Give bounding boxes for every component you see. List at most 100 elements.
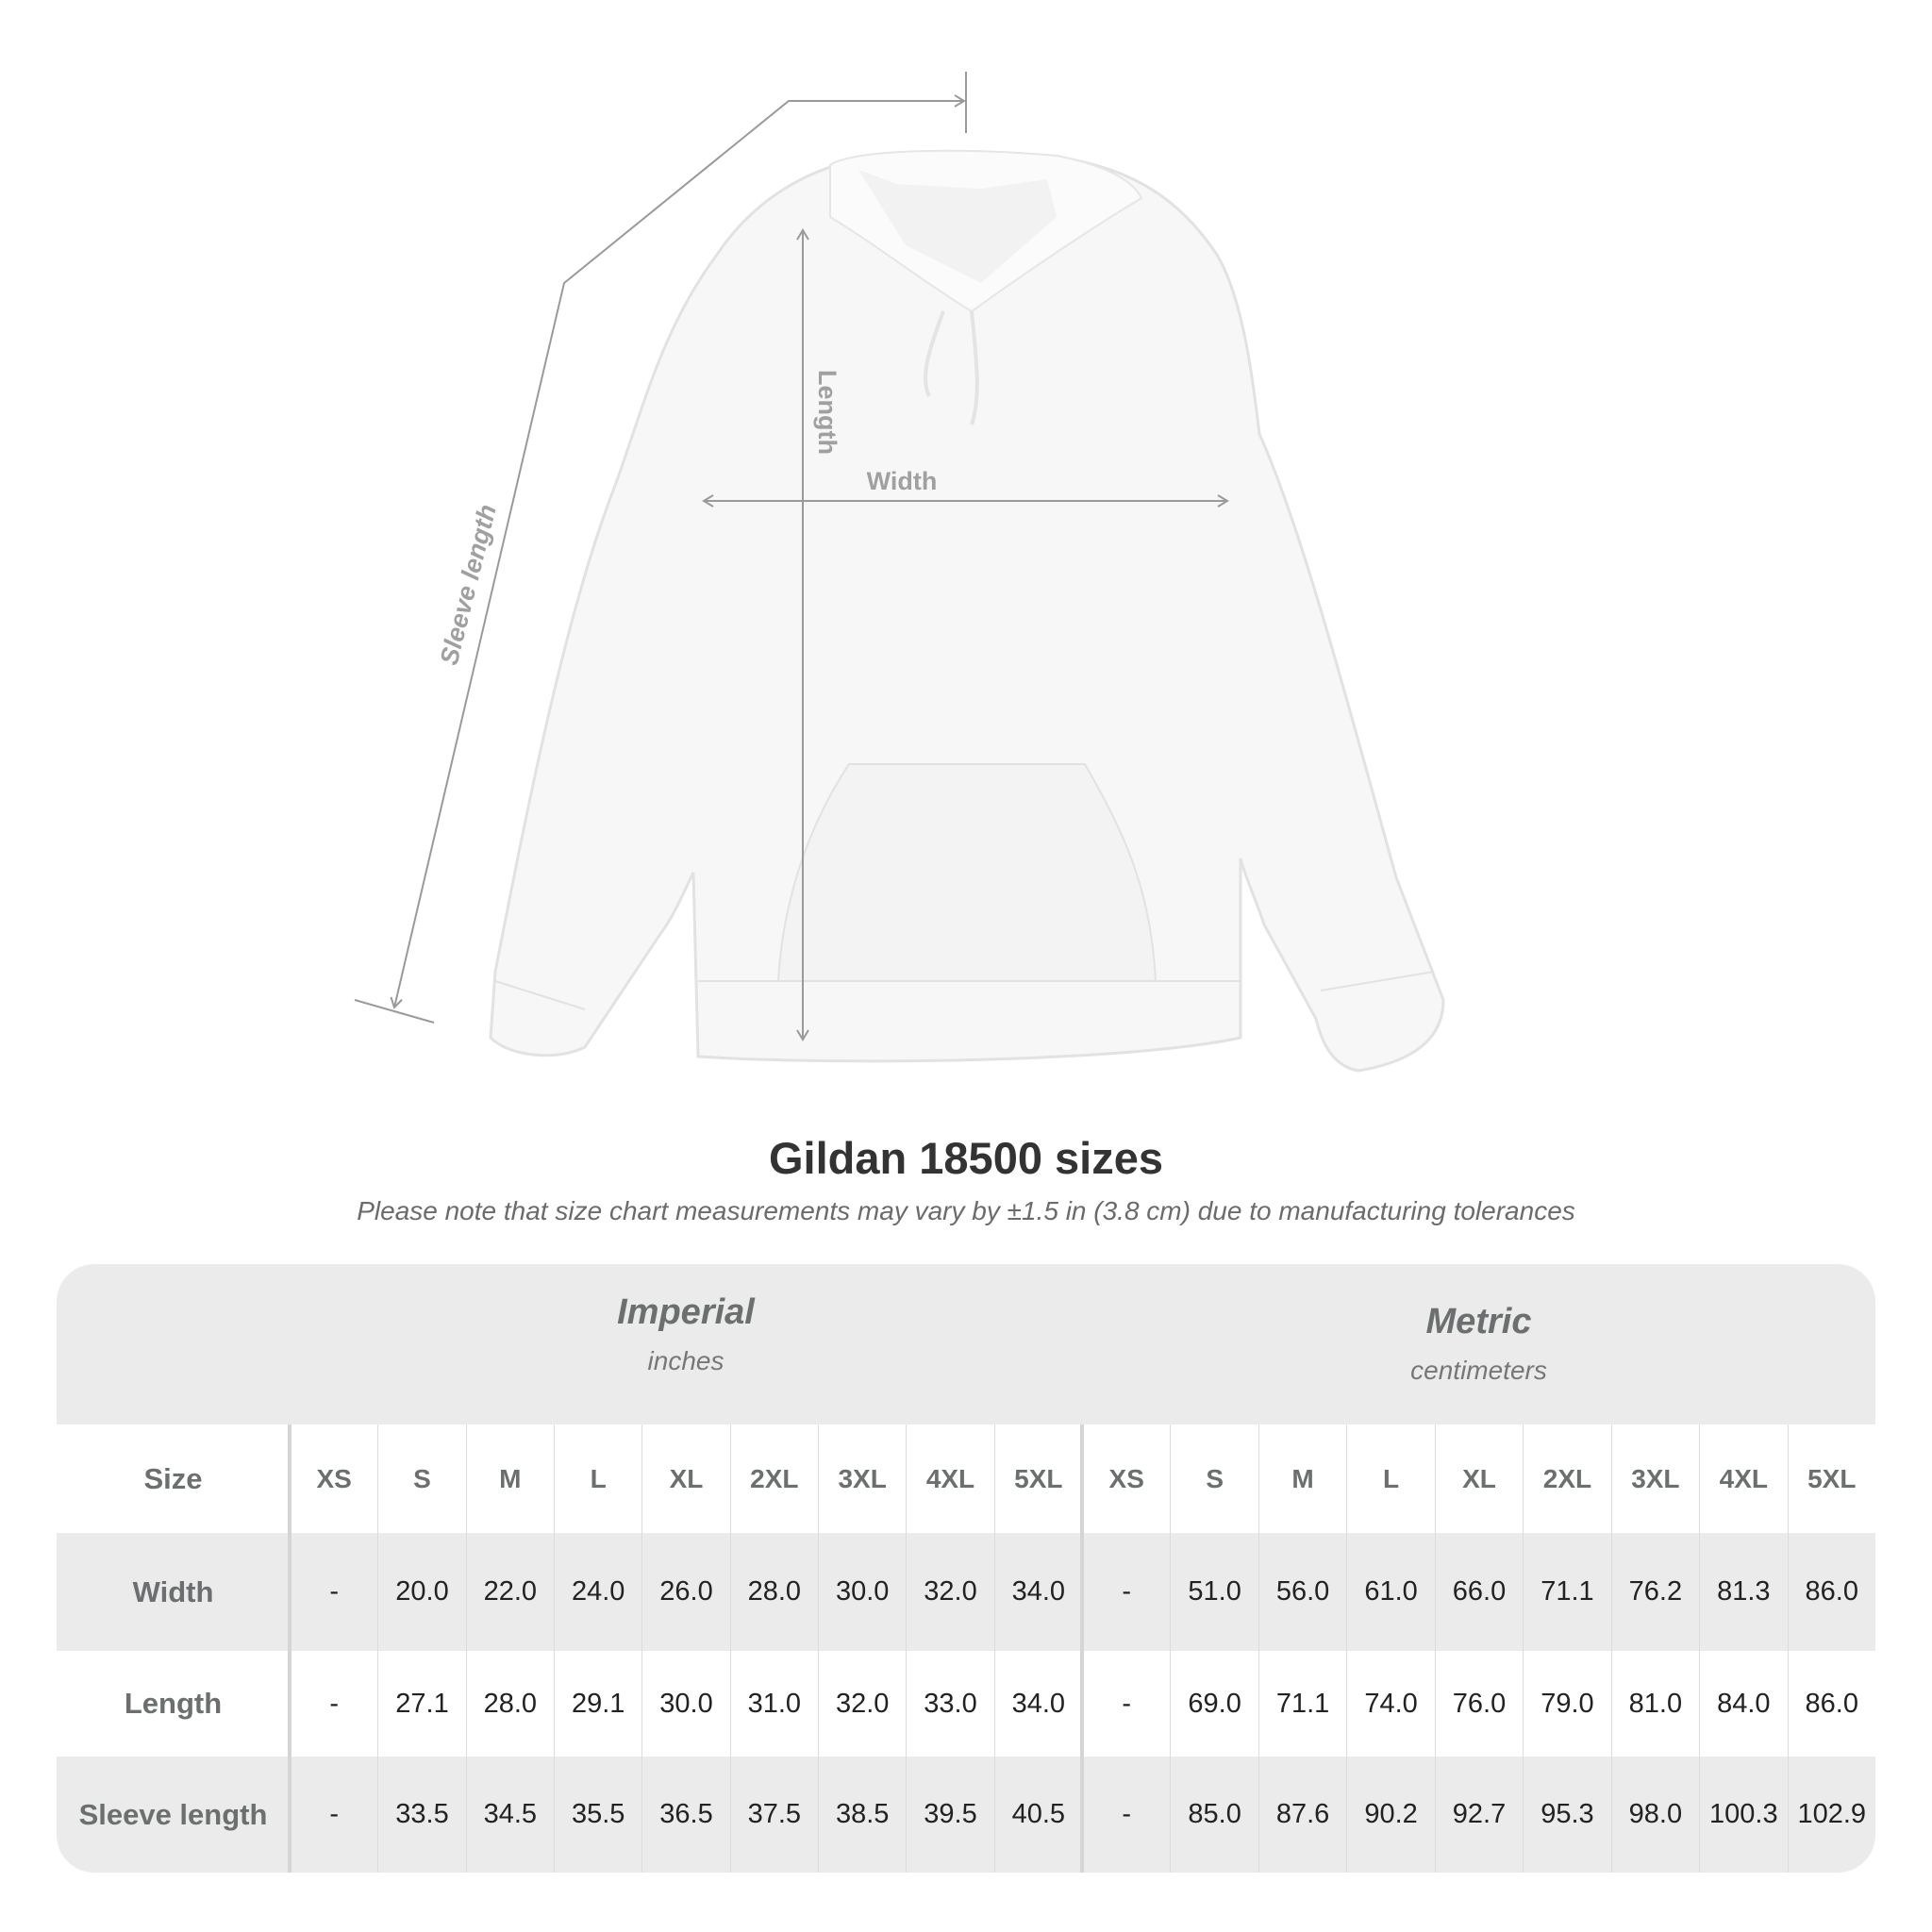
table-cell: 79.0 xyxy=(1523,1651,1610,1757)
table-cell: 86.0 xyxy=(1787,1651,1875,1757)
sleeve-length-label: Sleeve length xyxy=(435,502,502,668)
table-cell: - xyxy=(1082,1533,1170,1651)
imperial-size-header: 3XL xyxy=(818,1424,906,1533)
width-label: Width xyxy=(867,467,938,495)
table-cell: 90.2 xyxy=(1346,1757,1434,1873)
imperial-size-header: L xyxy=(554,1424,641,1533)
table-cell: 81.3 xyxy=(1699,1533,1787,1651)
metric-header: Metric centimeters xyxy=(1082,1302,1875,1386)
table-cell: 85.0 xyxy=(1170,1757,1257,1873)
metric-size-header: 3XL xyxy=(1610,1424,1699,1533)
table-cell: 30.0 xyxy=(641,1651,729,1757)
metric-size-header: M xyxy=(1257,1424,1346,1533)
imperial-size-header: XS xyxy=(290,1424,377,1533)
table-header: Imperial inches Metric centimeters xyxy=(57,1264,1875,1424)
table-cell: - xyxy=(1082,1757,1170,1873)
imperial-title: Imperial xyxy=(617,1292,755,1332)
metric-size-header: L xyxy=(1346,1424,1434,1533)
table-cell: 81.0 xyxy=(1610,1651,1699,1757)
table-cell: 37.5 xyxy=(729,1757,818,1873)
row-label: Width xyxy=(132,1574,214,1608)
metric-size-header: S xyxy=(1170,1424,1257,1533)
table-cell: 74.0 xyxy=(1346,1651,1434,1757)
table-cell: 27.1 xyxy=(377,1651,465,1757)
table-cell: 20.0 xyxy=(377,1533,465,1651)
table-cell: 87.6 xyxy=(1257,1757,1346,1873)
table-cell: 22.0 xyxy=(465,1533,554,1651)
table-cell: 102.9 xyxy=(1787,1757,1875,1873)
table-cell: 28.0 xyxy=(729,1533,818,1651)
hoodie-image xyxy=(489,149,1445,1073)
imperial-size-header: 4XL xyxy=(906,1424,993,1533)
table-cell: 66.0 xyxy=(1434,1533,1523,1651)
table-cell: 35.5 xyxy=(554,1757,641,1873)
table-cell: 92.7 xyxy=(1434,1757,1523,1873)
imperial-size-header: XL xyxy=(641,1424,729,1533)
tolerance-note: Please note that size chart measurements… xyxy=(357,1196,1575,1225)
imperial-size-header: 2XL xyxy=(729,1424,818,1533)
row-label: Size xyxy=(143,1461,203,1495)
measurement-lines xyxy=(354,72,1229,1041)
imperial-size-header: S xyxy=(377,1424,465,1533)
sleeve-length-line xyxy=(390,94,966,1009)
table-cell: 38.5 xyxy=(818,1757,906,1873)
table-cell: 100.3 xyxy=(1699,1757,1787,1873)
table-cell: 40.5 xyxy=(993,1757,1082,1873)
metric-size-header: 4XL xyxy=(1699,1424,1787,1533)
table-cell: 51.0 xyxy=(1170,1533,1257,1651)
row-label: Length xyxy=(124,1687,223,1720)
table-cell: - xyxy=(290,1757,377,1873)
length-label: Length xyxy=(813,370,841,455)
size-table: Imperial inches Metric centimeters Size X… xyxy=(57,1264,1875,1873)
table-cell: 32.0 xyxy=(818,1651,906,1757)
table-cell: 33.0 xyxy=(906,1651,993,1757)
hoodie-measurement-diagram: Sleeve length Length Width xyxy=(354,72,1445,1073)
table-cell: 34.0 xyxy=(993,1533,1082,1651)
table-cell: - xyxy=(290,1533,377,1651)
row-label: Sleeve length xyxy=(78,1797,268,1831)
imperial-size-header: M xyxy=(465,1424,554,1533)
table-cell: 34.0 xyxy=(993,1651,1082,1757)
table-cell: 84.0 xyxy=(1699,1651,1787,1757)
metric-title: Metric xyxy=(1425,1302,1532,1341)
sleeve-tick-bottom xyxy=(354,999,435,1024)
table-cell: 33.5 xyxy=(377,1757,465,1873)
metric-size-header: XL xyxy=(1434,1424,1523,1533)
table-cell: 56.0 xyxy=(1257,1533,1346,1651)
page-title: Gildan 18500 sizes xyxy=(768,1133,1164,1183)
table-cell: 76.0 xyxy=(1434,1651,1523,1757)
table-cell: - xyxy=(1082,1651,1170,1757)
table-cell: 31.0 xyxy=(729,1651,818,1757)
column-divider xyxy=(288,1424,291,1873)
table-cell: 61.0 xyxy=(1346,1533,1434,1651)
table-cell: 34.5 xyxy=(465,1757,554,1873)
table-cell: 71.1 xyxy=(1257,1651,1346,1757)
size-header-row: Size XS S M L XL 2XL 3XL 4XL 5XL XS S M L XL 2XL 3XL 4XL 5… xyxy=(57,1424,1875,1533)
metric-size-header: 5XL xyxy=(1787,1424,1875,1533)
metric-unit: centimeters xyxy=(1410,1356,1547,1385)
table-cell: 71.1 xyxy=(1523,1533,1610,1651)
table-cell: 98.0 xyxy=(1610,1757,1699,1873)
table-cell: 29.1 xyxy=(554,1651,641,1757)
table-cell: 76.2 xyxy=(1610,1533,1699,1651)
table-cell: 24.0 xyxy=(554,1533,641,1651)
table-cell: 86.0 xyxy=(1787,1533,1875,1651)
table-cell: 69.0 xyxy=(1170,1651,1257,1757)
table-row: Length -27.1 28.0 29.1 30.0 31.0 32.0 33.0 34.0-… xyxy=(57,1651,1875,1757)
table-cell: 32.0 xyxy=(906,1533,993,1651)
metric-size-header: 2XL xyxy=(1523,1424,1610,1533)
table-cell: 30.0 xyxy=(818,1533,906,1651)
table-cell: 36.5 xyxy=(641,1757,729,1873)
table-row: Sleeve length -33.5 34.5 35.5 36.5 37.5 38.5 39… xyxy=(57,1757,1875,1873)
column-divider xyxy=(1080,1424,1084,1873)
metric-size-header: XS xyxy=(1082,1424,1170,1533)
table-cell: 28.0 xyxy=(465,1651,554,1757)
imperial-size-header: 5XL xyxy=(993,1424,1082,1533)
table-cell: 39.5 xyxy=(906,1757,993,1873)
imperial-header: Imperial inches xyxy=(290,1292,1082,1376)
table-cell: 95.3 xyxy=(1523,1757,1610,1873)
table-cell: 26.0 xyxy=(641,1533,729,1651)
imperial-unit: inches xyxy=(647,1346,724,1375)
table-row: Width -20.0 22.0 24.0 26.0 28.0 30.0 32.0 34.0-5… xyxy=(57,1533,1875,1651)
table-cell: - xyxy=(290,1651,377,1757)
